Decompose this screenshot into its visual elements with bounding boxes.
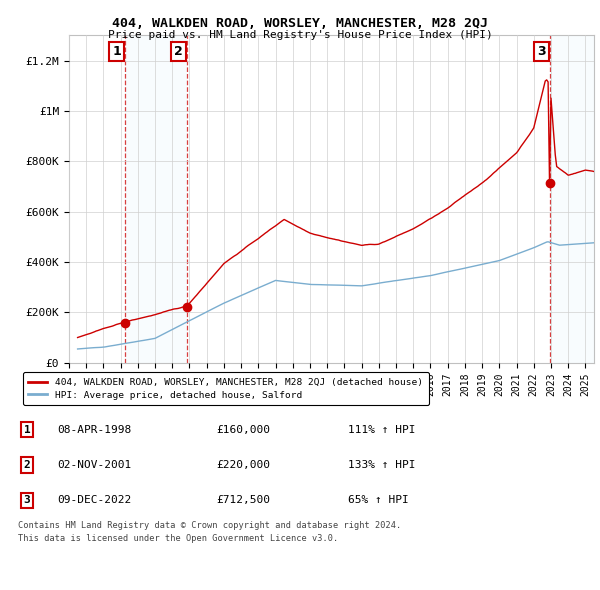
Text: Price paid vs. HM Land Registry's House Price Index (HPI): Price paid vs. HM Land Registry's House … (107, 30, 493, 40)
Bar (125, 35, 187, 363)
Text: 111% ↑ HPI: 111% ↑ HPI (348, 425, 415, 434)
Legend: 404, WALKDEN ROAD, WORSLEY, MANCHESTER, M28 2QJ (detached house), HPI: Average p: 404, WALKDEN ROAD, WORSLEY, MANCHESTER, … (23, 372, 428, 405)
Text: 09-DEC-2022: 09-DEC-2022 (57, 496, 131, 505)
Text: 65% ↑ HPI: 65% ↑ HPI (348, 496, 409, 505)
Text: 2: 2 (174, 45, 182, 58)
Text: £220,000: £220,000 (216, 460, 270, 470)
Text: 3: 3 (537, 45, 545, 58)
Text: 08-APR-1998: 08-APR-1998 (57, 425, 131, 434)
Text: This data is licensed under the Open Government Licence v3.0.: This data is licensed under the Open Gov… (18, 534, 338, 543)
Text: 133% ↑ HPI: 133% ↑ HPI (348, 460, 415, 470)
Text: 02-NOV-2001: 02-NOV-2001 (57, 460, 131, 470)
Text: 1: 1 (112, 45, 121, 58)
Text: 3: 3 (23, 496, 31, 505)
Text: 2: 2 (23, 460, 31, 470)
Text: 1: 1 (23, 425, 31, 434)
Text: Contains HM Land Registry data © Crown copyright and database right 2024.: Contains HM Land Registry data © Crown c… (18, 521, 401, 530)
Text: 404, WALKDEN ROAD, WORSLEY, MANCHESTER, M28 2QJ: 404, WALKDEN ROAD, WORSLEY, MANCHESTER, … (112, 17, 488, 30)
Text: £160,000: £160,000 (216, 425, 270, 434)
Text: £712,500: £712,500 (216, 496, 270, 505)
Bar (550, 35, 594, 363)
